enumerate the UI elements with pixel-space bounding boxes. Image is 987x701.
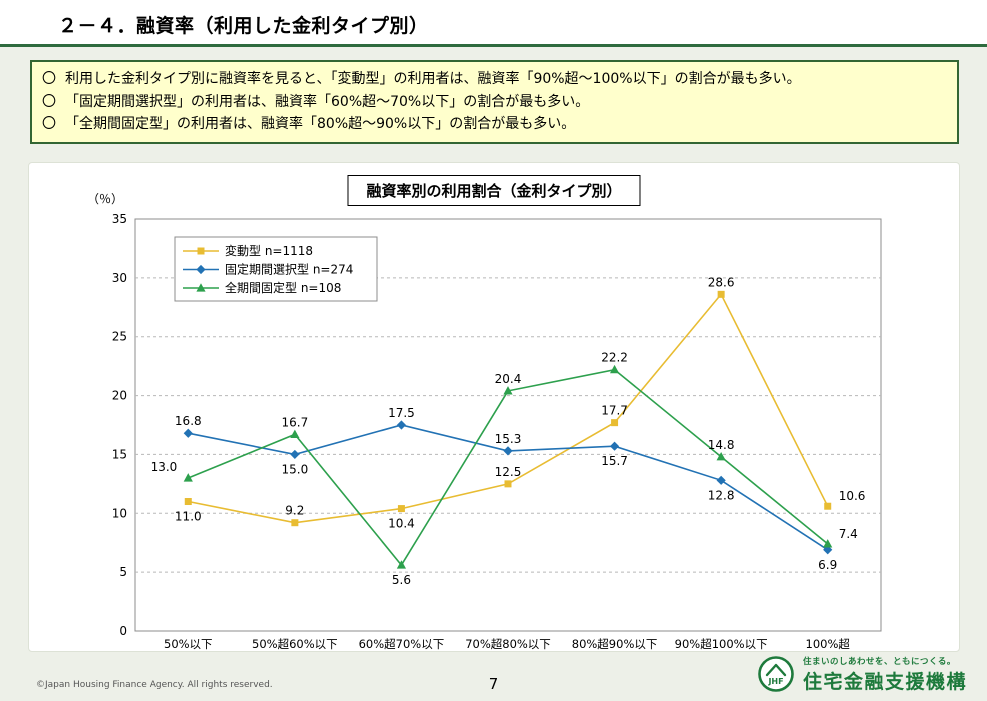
- legend-marker: [196, 264, 206, 275]
- data-label: 15.0: [281, 462, 308, 476]
- data-label: 15.3: [495, 432, 522, 446]
- data-label: 12.8: [708, 488, 735, 502]
- marker-square: [824, 502, 832, 510]
- y-tick-label: 5: [119, 565, 127, 579]
- legend-label: 変動型 n=1118: [225, 243, 313, 258]
- data-label: 10.4: [388, 517, 415, 531]
- jhf-logo: JHF 住まいのしあわせを、ともにつくる。 住宅金融支援機構: [756, 654, 967, 694]
- data-label: 7.4: [839, 527, 858, 541]
- x-tick-label: 70%超80%以下: [465, 637, 551, 651]
- data-label: 9.2: [285, 504, 304, 518]
- marker-square: [611, 419, 619, 427]
- data-label: 17.5: [388, 406, 415, 420]
- y-tick-label: 15: [112, 447, 127, 461]
- data-label: 16.8: [175, 414, 202, 428]
- summary-box: 〇 利用した金利タイプ別に融資率を見ると、「変動型」の利用者は、融資率「90%超…: [30, 60, 959, 145]
- summary-line: 〇 「全期間固定型」の利用者は、融資率「80%超～90%以下」の割合が最も多い。: [42, 113, 947, 136]
- y-axis-unit-label: （％）: [87, 192, 124, 206]
- data-label: 13.0: [151, 460, 178, 474]
- marker-diamond: [609, 441, 620, 451]
- marker-triangle: [183, 473, 193, 482]
- chart-title: 融資率別の利用割合（金利タイプ別）: [347, 175, 641, 206]
- data-label: 20.4: [495, 372, 522, 386]
- bullet-icon: 〇: [42, 116, 56, 133]
- logo-org-name: 住宅金融支援機構: [802, 670, 967, 693]
- legend-label: 固定期間選択型 n=274: [225, 262, 353, 277]
- data-label: 10.6: [839, 489, 866, 503]
- header-divider: [0, 44, 987, 47]
- bullet-icon: 〇: [42, 93, 56, 110]
- legend-label: 全期間固定型 n=108: [225, 280, 341, 295]
- data-label: 14.8: [708, 438, 735, 452]
- chart-panel: 融資率別の利用割合（金利タイプ別） （％） 0 5 10 15 20 25 30 35 50%以…: [28, 162, 960, 652]
- legend-marker: [196, 283, 206, 292]
- summary-text: 利用した金利タイプ別に融資率を見ると、「変動型」の利用者は、融資率「90%超～1…: [65, 71, 801, 87]
- logo-text: 住まいのしあわせを、ともにつくる。 住宅金融支援機構: [803, 655, 967, 694]
- x-tick-label: 90%超100%以下: [675, 637, 768, 651]
- marker-square: [717, 290, 725, 298]
- marker-triangle: [396, 560, 407, 569]
- copyright-text: ©Japan Housing Finance Agency. All right…: [36, 680, 273, 690]
- data-label: 22.2: [601, 351, 628, 365]
- marker-triangle: [823, 539, 833, 548]
- data-label: 28.6: [708, 275, 735, 289]
- line-chart: 0 5 10 15 20 25 30 35 50%以下 50%超60%以下 60%超70%以下 70%…: [112, 212, 882, 651]
- bullet-icon: 〇: [42, 71, 56, 87]
- x-tick-label: 60%超70%以下: [359, 637, 445, 651]
- data-label: 5.6: [392, 573, 411, 587]
- x-tick-label: 100%超: [806, 637, 851, 651]
- marker-square: [397, 505, 405, 513]
- x-tick-label: 80%超90%以下: [572, 637, 658, 651]
- marker-diamond: [716, 475, 726, 485]
- data-label: 15.7: [601, 454, 628, 468]
- marker-diamond: [823, 545, 833, 555]
- marker-triangle: [503, 386, 513, 395]
- marker-diamond: [290, 449, 300, 460]
- data-label: 11.0: [175, 510, 202, 524]
- page-title: ２－４．融資率（利用した金利タイプ別）: [58, 15, 429, 37]
- marker-diamond: [183, 428, 193, 438]
- x-tick-label: 50%超60%以下: [252, 637, 338, 651]
- logo-tagline: 住まいのしあわせを、ともにつくる。: [802, 656, 956, 667]
- marker-diamond: [396, 420, 407, 430]
- legend-marker: [197, 247, 205, 255]
- marker-square: [291, 519, 299, 527]
- marker-square: [184, 498, 192, 506]
- marker-triangle: [609, 364, 620, 374]
- data-label: 6.9: [818, 558, 837, 572]
- jhf-logo-icon: JHF: [758, 656, 794, 692]
- x-tick-label: 50%以下: [164, 637, 213, 651]
- svg-text:JHF: JHF: [767, 677, 783, 686]
- data-label: 17.7: [601, 404, 628, 418]
- summary-text: 「固定期間選択型」の利用者は、融資率「60%超～70%以下」の割合が最も多い。: [65, 93, 590, 110]
- marker-square: [504, 480, 512, 488]
- y-tick-label: 25: [112, 330, 127, 344]
- header: ２－４．融資率（利用した金利タイプ別）: [0, 0, 987, 44]
- summary-text: 「全期間固定型」の利用者は、融資率「80%超～90%以下」の割合が最も多い。: [65, 116, 576, 133]
- y-tick-label: 0: [119, 624, 127, 638]
- summary-line: 〇 「固定期間選択型」の利用者は、融資率「60%超～70%以下」の割合が最も多い…: [42, 91, 947, 114]
- y-tick-label: 35: [112, 212, 127, 226]
- marker-triangle: [716, 451, 726, 461]
- y-tick-label: 10: [112, 506, 127, 520]
- summary-line: 〇 利用した金利タイプ別に融資率を見ると、「変動型」の利用者は、融資率「90%超…: [42, 68, 947, 91]
- marker-triangle: [290, 429, 300, 439]
- data-label: 16.7: [281, 415, 308, 429]
- marker-diamond: [503, 446, 513, 456]
- data-label: 12.5: [495, 465, 522, 479]
- y-tick-label: 30: [112, 271, 127, 285]
- y-tick-label: 20: [112, 389, 127, 403]
- page-number: 7: [488, 675, 499, 693]
